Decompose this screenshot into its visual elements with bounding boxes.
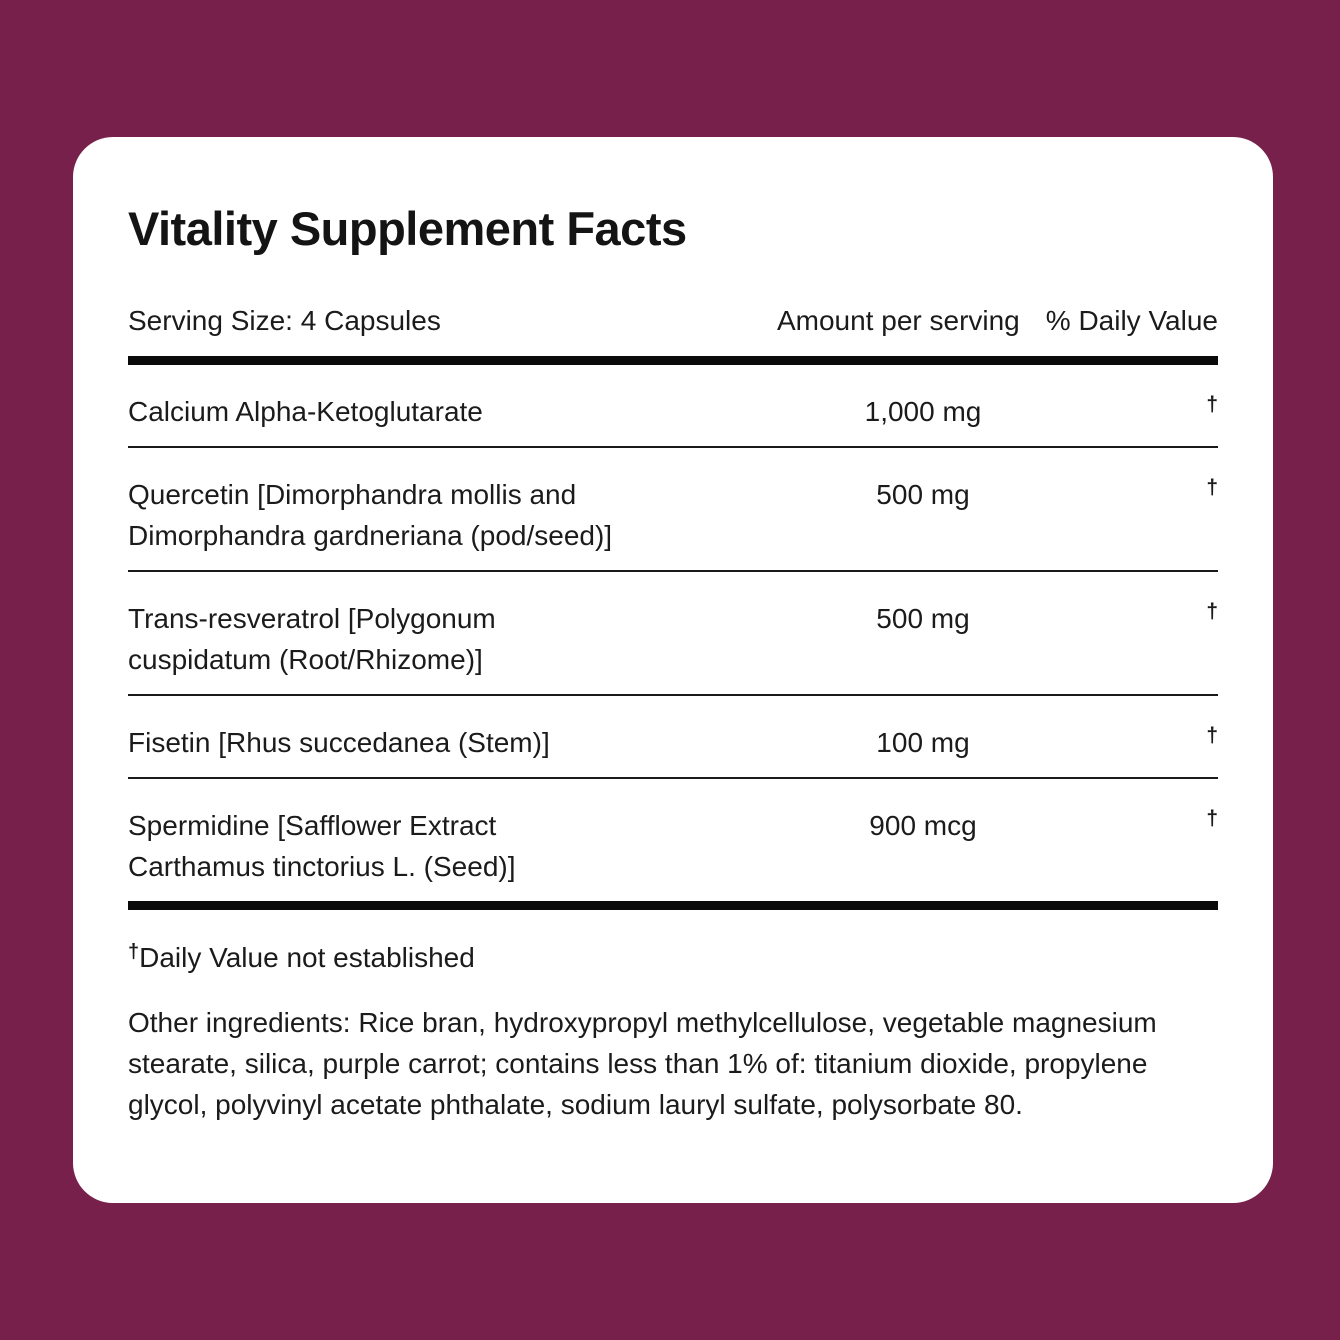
footnote-text: Daily Value not established xyxy=(139,941,475,973)
daily-value-dagger: † xyxy=(1206,475,1218,499)
ingredient-name: Fisetin [Rhus succedanea (Stem)] xyxy=(128,726,550,758)
table-row: Trans-resveratrol [Polygonum cuspidatum … xyxy=(128,569,1218,694)
ingredient-name: Spermidine [Safflower Extract Carthamus … xyxy=(128,809,516,882)
daily-value-dagger: † xyxy=(1206,392,1218,416)
ingredient-amount: 1,000 mg xyxy=(864,395,982,427)
ingredient-amount: 500 mg xyxy=(876,602,970,634)
ingredient-amount: 500 mg xyxy=(876,478,970,510)
dagger-icon: † xyxy=(128,940,140,963)
table-row: Quercetin [Dimorphandra mollis and Dimor… xyxy=(128,445,1218,570)
other-ingredients-text: Other ingredients: Rice bran, hydroxypro… xyxy=(128,1007,1157,1121)
page-title: Vitality Supplement Facts xyxy=(128,202,687,255)
ingredient-amount: 900 mcg xyxy=(869,809,977,841)
thick-rule-bottom xyxy=(128,900,1218,910)
ingredient-name: Calcium Alpha-Ketoglutarate xyxy=(128,395,483,427)
column-header-amount: Amount per serving xyxy=(776,304,1020,336)
table-row: Spermidine [Safflower Extract Carthamus … xyxy=(128,776,1218,901)
serving-size-text: Serving Size: 4 Capsules xyxy=(128,304,441,336)
daily-value-footnote: †Daily Value not established xyxy=(128,940,1218,975)
daily-value-dagger: † xyxy=(1206,599,1218,623)
daily-value-dagger: † xyxy=(1206,723,1218,747)
table-header: Serving Size: 4 Capsules Amount per serv… xyxy=(128,301,1218,340)
daily-value-dagger: † xyxy=(1206,806,1218,830)
table-row: Calcium Alpha-Ketoglutarate 1,000 mg † xyxy=(128,365,1218,446)
ingredient-name: Trans-resveratrol [Polygonum cuspidatum … xyxy=(128,602,496,675)
supplement-facts-card: Vitality Supplement Facts Serving Size: … xyxy=(73,137,1273,1203)
column-header-daily-value: % Daily Value xyxy=(1045,304,1218,336)
table-row: Fisetin [Rhus succedanea (Stem)] 100 mg … xyxy=(128,693,1218,777)
thick-rule-top xyxy=(128,355,1218,365)
ingredient-amount: 100 mg xyxy=(876,726,970,758)
ingredient-name: Quercetin [Dimorphandra mollis and Dimor… xyxy=(128,478,613,551)
